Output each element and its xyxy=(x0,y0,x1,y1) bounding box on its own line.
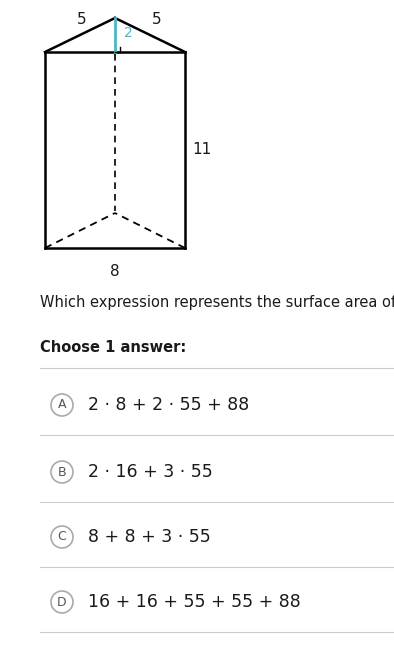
Text: 2: 2 xyxy=(124,26,133,40)
Text: C: C xyxy=(58,530,66,544)
Text: 16 + 16 + 55 + 55 + 88: 16 + 16 + 55 + 55 + 88 xyxy=(88,593,301,611)
Text: B: B xyxy=(58,466,66,478)
Text: 8 + 8 + 3 · 55: 8 + 8 + 3 · 55 xyxy=(88,528,211,546)
Text: A: A xyxy=(58,398,66,412)
Text: 2 · 8 + 2 · 55 + 88: 2 · 8 + 2 · 55 + 88 xyxy=(88,396,249,414)
Text: 11: 11 xyxy=(192,143,211,157)
Text: 5: 5 xyxy=(77,13,87,27)
Text: 5: 5 xyxy=(152,13,162,27)
Text: D: D xyxy=(57,596,67,608)
Text: 2 · 16 + 3 · 55: 2 · 16 + 3 · 55 xyxy=(88,463,213,481)
Text: 8: 8 xyxy=(110,264,120,279)
Text: Choose 1 answer:: Choose 1 answer: xyxy=(40,340,186,355)
Text: Which expression represents the surface area of the prism?: Which expression represents the surface … xyxy=(40,295,394,310)
